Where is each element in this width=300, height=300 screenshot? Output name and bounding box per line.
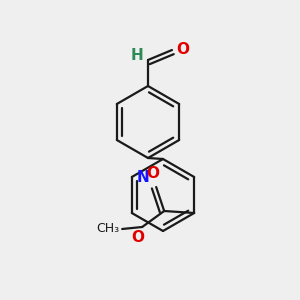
Text: CH₃: CH₃ [96, 223, 119, 236]
Text: O: O [176, 41, 189, 56]
Text: N: N [137, 169, 150, 184]
Text: O: O [147, 166, 160, 181]
Text: O: O [132, 230, 145, 245]
Text: H: H [130, 49, 143, 64]
